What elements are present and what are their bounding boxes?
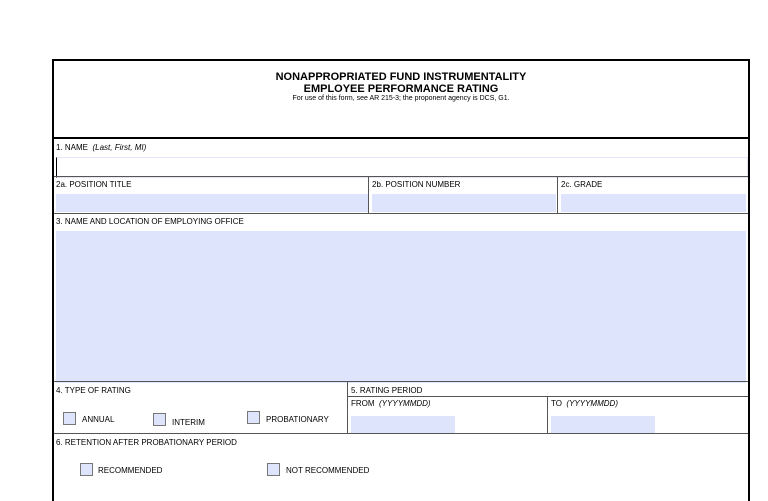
form-title-line2: EMPLOYEE PERFORMANCE RATING — [303, 83, 499, 95]
probationary-checkbox[interactable] — [247, 411, 260, 424]
divider — [347, 381, 348, 433]
interim-checkbox[interactable] — [153, 413, 166, 426]
type-of-rating-label: 4. TYPE OF RATING — [56, 386, 131, 395]
to-date-input[interactable] — [551, 416, 655, 434]
form: NONAPPROPRIATED FUND INSTRUMENTALITY EMP… — [52, 59, 750, 501]
position-number-label: 2b. POSITION NUMBER — [372, 180, 461, 189]
divider — [54, 433, 748, 434]
form-header: NONAPPROPRIATED FUND INSTRUMENTALITY EMP… — [54, 71, 748, 102]
office-label: 3. NAME AND LOCATION OF EMPLOYING OFFICE — [56, 217, 244, 226]
form-subtitle: For use of this form, see AR 215-3; the … — [292, 95, 510, 102]
annual-checkbox[interactable] — [63, 412, 76, 425]
recommended-label: RECOMMENDED — [98, 466, 163, 475]
divider — [54, 381, 748, 382]
not-recommended-label: NOT RECOMMENDED — [286, 466, 370, 475]
from-date-input[interactable] — [351, 416, 455, 434]
from-label: FROM (YYYYMMDD) — [351, 399, 431, 408]
annual-label: ANNUAL — [82, 415, 115, 424]
position-number-input[interactable] — [372, 194, 556, 212]
name-label: 1. NAME (Last, First, MI) — [56, 143, 147, 152]
grade-label: 2c. GRADE — [561, 180, 603, 189]
divider — [547, 396, 548, 433]
divider — [557, 176, 558, 213]
name-input[interactable] — [56, 157, 748, 178]
divider — [368, 176, 369, 213]
interim-label: INTERIM — [172, 418, 205, 427]
position-title-input[interactable] — [56, 194, 368, 212]
divider — [54, 137, 748, 139]
divider — [54, 213, 748, 214]
office-input[interactable] — [56, 231, 746, 383]
recommended-checkbox[interactable] — [80, 463, 93, 476]
form-title-line1: NONAPPROPRIATED FUND INSTRUMENTALITY — [275, 71, 527, 83]
divider — [54, 176, 748, 177]
to-label: TO (YYYYMMDD) — [551, 399, 618, 408]
rating-period-label: 5. RATING PERIOD — [351, 386, 423, 395]
probationary-label: PROBATIONARY — [266, 415, 329, 424]
position-title-label: 2a. POSITION TITLE — [56, 180, 132, 189]
not-recommended-checkbox[interactable] — [267, 463, 280, 476]
retention-label: 6. RETENTION AFTER PROBATIONARY PERIOD — [56, 438, 237, 447]
grade-input[interactable] — [561, 194, 746, 212]
